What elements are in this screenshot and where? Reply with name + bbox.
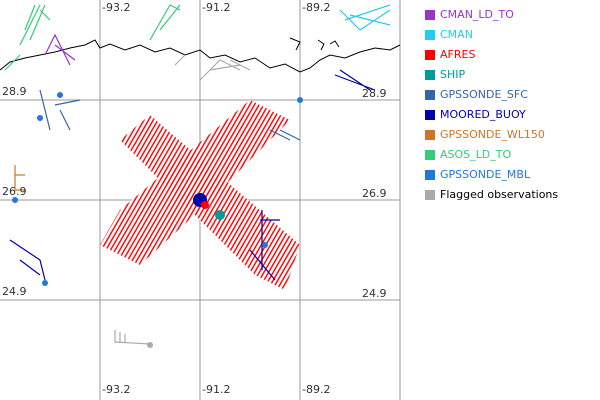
afres-swaths [100,100,300,290]
lat-label: 26.9 [362,187,387,200]
coastline [0,37,401,73]
lon-label: -91.2 [202,1,230,14]
lat-label: 28.9 [362,87,387,100]
lon-label: -93.2 [102,1,130,14]
legend-label: AFRES [440,48,475,61]
legend: CMAN_LD_TO CMAN AFRES SHIP GPSSONDE_SFC MOORE… [425,8,558,201]
lat-label: 26.9 [2,185,27,198]
legend-swatch [425,170,435,180]
lat-label: 24.9 [362,287,387,300]
lat-label: 28.9 [2,85,27,98]
legend-label: CMAN [440,28,473,41]
legend-swatch [425,130,435,140]
lat-label: 24.9 [2,285,27,298]
legend-label: ASOS_LD_TO [440,148,511,161]
legend-swatch [425,110,435,120]
legend-label: GPSSONDE_SFC [440,88,528,101]
legend-swatch [425,30,435,40]
lon-label: -89.2 [302,383,330,396]
legend-label: GPSSONDE_WL150 [440,128,545,141]
legend-swatch [425,10,435,20]
lon-label: -89.2 [302,1,330,14]
legend-swatch [425,90,435,100]
legend-swatch [425,190,435,200]
legend-label: Flagged observations [440,188,558,201]
wind-barbs [4,4,391,348]
legend-swatch [425,70,435,80]
legend-label: CMAN_LD_TO [440,8,514,21]
legend-label: MOORED_BUOY [440,108,526,121]
lon-label: -91.2 [202,383,230,396]
legend-label: SHIP [440,68,465,81]
legend-swatch [425,150,435,160]
legend-label: GPSSONDE_MBL [440,168,531,181]
lon-label: -93.2 [102,383,130,396]
legend-swatch [425,50,435,60]
